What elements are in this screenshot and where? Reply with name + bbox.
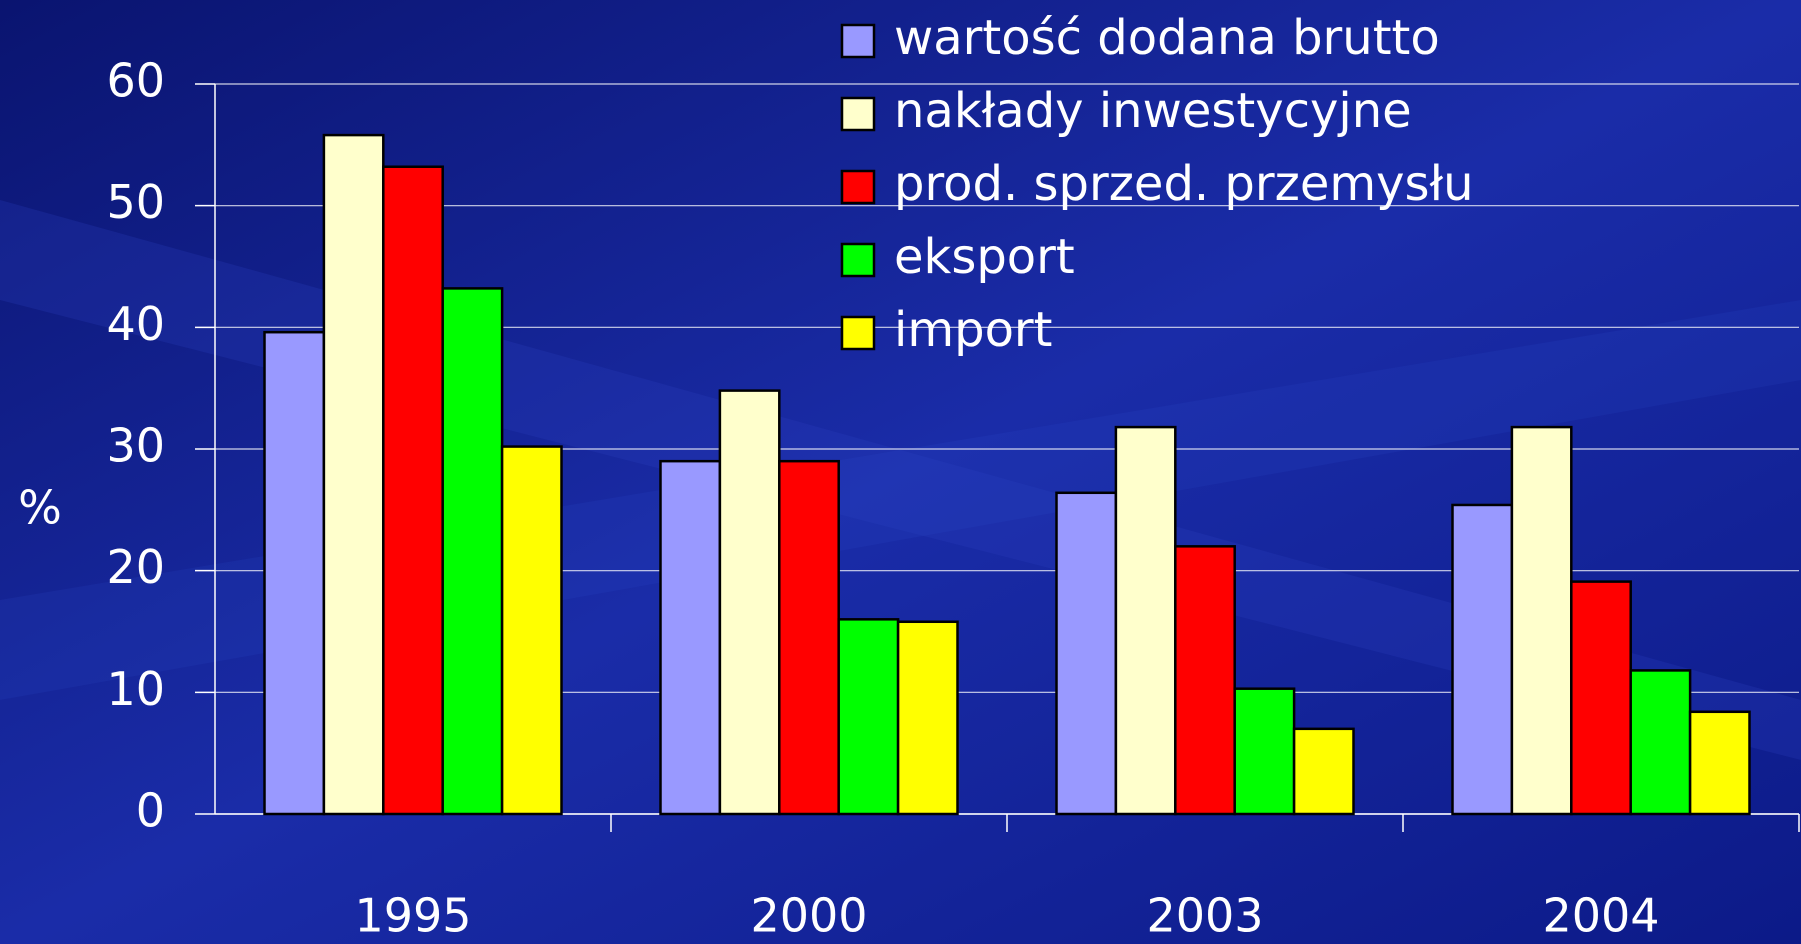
y-axis-label: % <box>18 481 62 535</box>
y-tick-label: 40 <box>106 297 165 351</box>
legend-swatch <box>840 242 876 278</box>
legend-label: import <box>894 302 1052 358</box>
bar <box>322 133 385 816</box>
y-tick-label: 0 <box>136 784 165 838</box>
bar <box>778 459 840 816</box>
bar <box>1629 669 1692 816</box>
y-tick-label: 10 <box>106 662 165 716</box>
bar <box>1055 491 1118 816</box>
bar <box>500 445 563 816</box>
legend-label: wartość dodana brutto <box>894 10 1440 66</box>
bar <box>1233 687 1296 816</box>
bar <box>1114 425 1177 816</box>
bar <box>1174 545 1236 816</box>
legend-label: prod. sprzed. przemysłu <box>894 156 1474 212</box>
bar <box>659 459 722 816</box>
legend-swatch <box>840 169 876 205</box>
legend-label: nakłady inwestycyjne <box>894 83 1412 139</box>
bar <box>382 165 444 816</box>
legend-swatch <box>840 315 876 351</box>
bar <box>718 389 781 816</box>
bar <box>1451 503 1514 816</box>
bar <box>263 330 326 816</box>
legend-swatch <box>840 96 876 132</box>
bar <box>837 618 900 816</box>
y-tick-label: 20 <box>106 540 165 594</box>
legend-swatch <box>840 23 876 59</box>
x-tick-label: 2003 <box>1146 889 1263 943</box>
bar <box>441 287 504 816</box>
x-tick-label: 2000 <box>750 889 867 943</box>
legend-label: eksport <box>894 229 1075 285</box>
bar <box>1292 727 1355 816</box>
y-tick-label: 60 <box>106 54 165 108</box>
bar <box>1570 580 1632 816</box>
y-tick-label: 50 <box>106 175 165 229</box>
bar <box>896 620 959 816</box>
bar <box>1510 425 1573 816</box>
y-tick-label: 30 <box>106 419 165 473</box>
x-tick-label: 2004 <box>1542 889 1659 943</box>
x-tick-label: 1995 <box>354 889 471 943</box>
bar <box>1688 710 1751 816</box>
